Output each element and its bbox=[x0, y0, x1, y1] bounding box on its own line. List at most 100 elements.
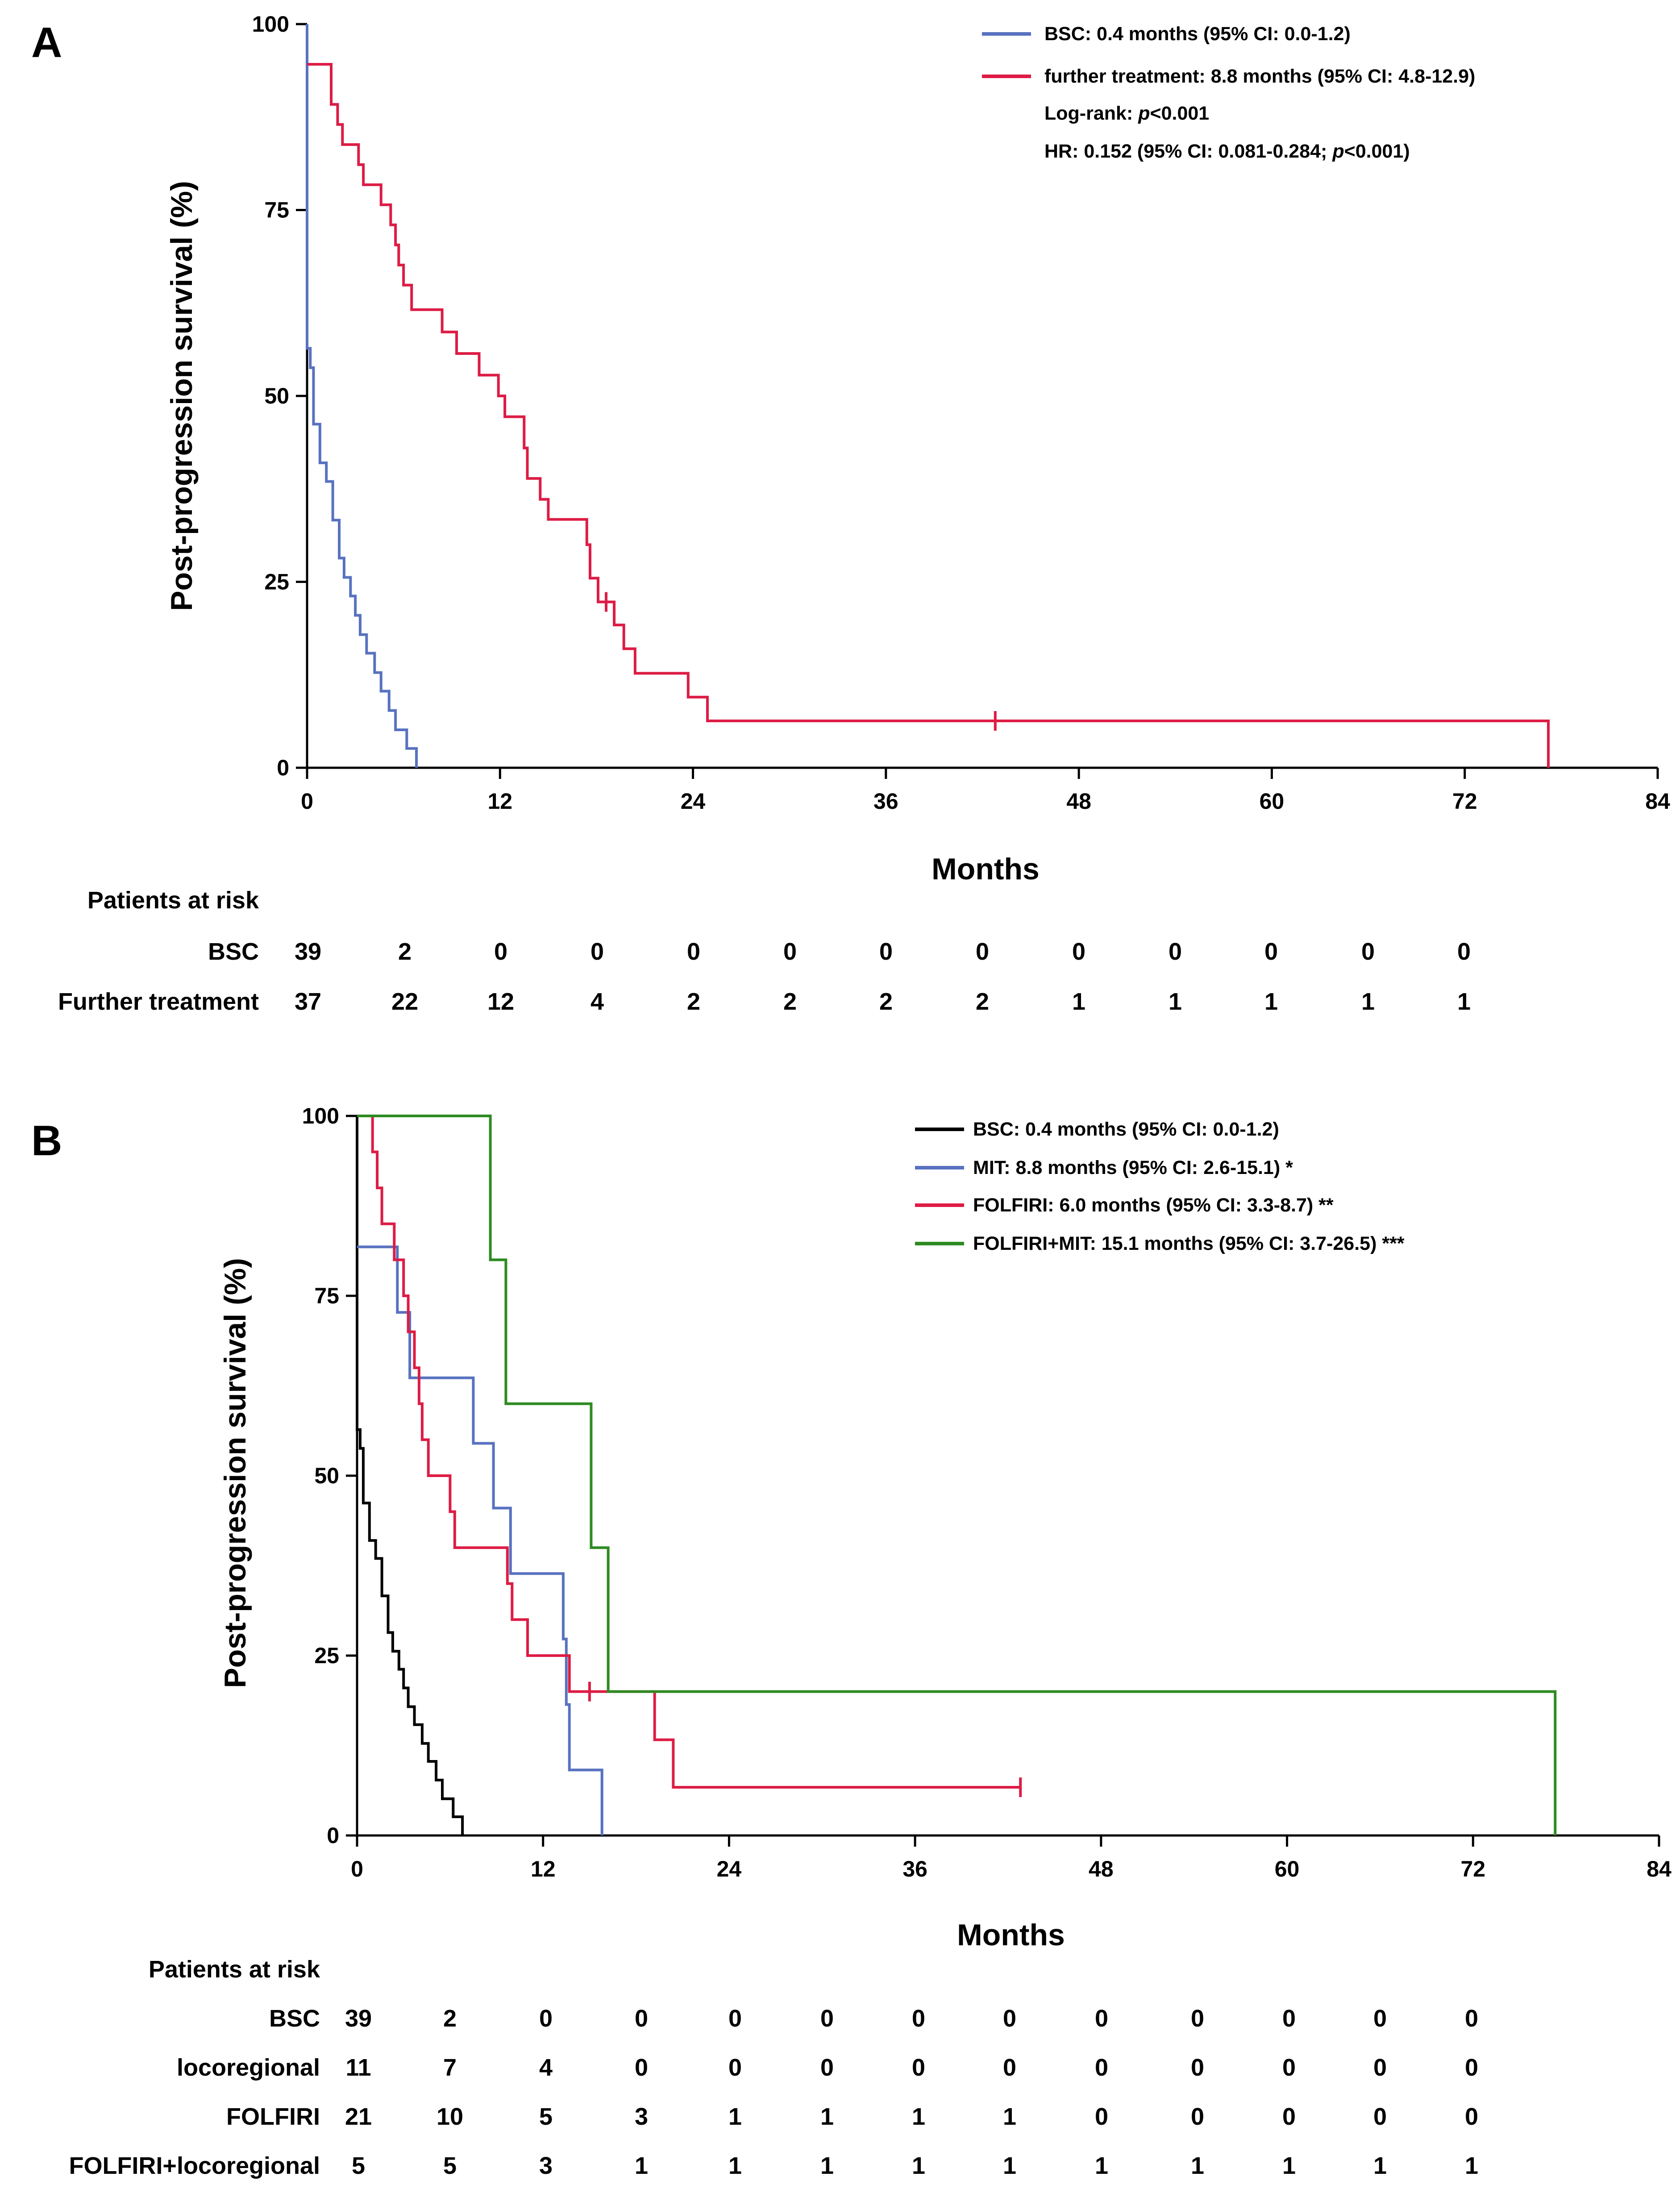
y-tick-label: 0 bbox=[327, 1823, 339, 1848]
risk-count: 4 bbox=[539, 2054, 553, 2081]
risk-count: 2 bbox=[443, 2005, 457, 2032]
risk-count: 0 bbox=[783, 938, 797, 965]
risk-count: 0 bbox=[1095, 2103, 1108, 2130]
risk-count: 0 bbox=[687, 938, 700, 965]
risk-row-label: FOLFIRI+locoregional bbox=[69, 2152, 320, 2179]
legend-entry: HR: 0.152 (95% CI: 0.081-0.284; p<0.001) bbox=[1044, 141, 1410, 162]
risk-count: 0 bbox=[635, 2005, 648, 2032]
risk-count: 1 bbox=[1373, 2152, 1387, 2179]
km-curve-bsc bbox=[356, 1116, 464, 1835]
x-tick-label: 48 bbox=[1089, 1856, 1114, 1881]
risk-count: 0 bbox=[539, 2005, 553, 2032]
risk-table-title: Patients at risk bbox=[87, 887, 259, 914]
panel-label: B bbox=[31, 1117, 62, 1165]
km-curve-mit bbox=[357, 1245, 603, 1835]
risk-count: 5 bbox=[352, 2152, 365, 2179]
risk-count: 1 bbox=[1003, 2152, 1016, 2179]
risk-count: 1 bbox=[1465, 2152, 1478, 2179]
risk-count: 1 bbox=[635, 2152, 648, 2179]
risk-count: 1 bbox=[1191, 2152, 1204, 2179]
legend-entry: BSC: 0.4 months (95% CI: 0.0-1.2) bbox=[973, 1119, 1279, 1140]
risk-count: 2 bbox=[398, 938, 412, 965]
risk-count: 0 bbox=[1282, 2103, 1296, 2130]
risk-count: 1 bbox=[912, 2152, 925, 2179]
risk-count: 1 bbox=[820, 2103, 834, 2130]
x-tick-label: 36 bbox=[873, 789, 898, 814]
legend-entry: MIT: 8.8 months (95% CI: 2.6-15.1) * bbox=[973, 1157, 1293, 1178]
risk-count: 0 bbox=[1003, 2054, 1016, 2081]
panel-label: A bbox=[31, 19, 62, 67]
risk-count: 0 bbox=[635, 2054, 648, 2081]
risk-count: 0 bbox=[1282, 2005, 1296, 2032]
x-tick-label: 12 bbox=[487, 789, 512, 814]
risk-count: 7 bbox=[443, 2054, 457, 2081]
y-tick-label: 100 bbox=[252, 12, 289, 37]
risk-count: 0 bbox=[1465, 2005, 1478, 2032]
risk-count: 1 bbox=[728, 2103, 742, 2130]
risk-count: 11 bbox=[345, 2054, 371, 2081]
risk-count: 0 bbox=[1373, 2103, 1387, 2130]
legend-entry-part: p bbox=[1332, 141, 1344, 162]
risk-count: 1 bbox=[1282, 2152, 1296, 2179]
y-tick-label: 50 bbox=[314, 1463, 339, 1488]
risk-count: 2 bbox=[687, 988, 700, 1015]
x-tick-label: 84 bbox=[1647, 1856, 1672, 1881]
risk-count: 0 bbox=[879, 938, 893, 965]
y-tick-label: 100 bbox=[302, 1103, 339, 1128]
risk-count: 0 bbox=[728, 2005, 742, 2032]
risk-count: 22 bbox=[391, 988, 418, 1015]
risk-count: 1 bbox=[820, 2152, 834, 2179]
risk-count: 37 bbox=[295, 988, 321, 1015]
y-tick-label: 75 bbox=[264, 198, 289, 223]
legend-entry-part: HR: 0.152 (95% CI: 0.081-0.284; bbox=[1044, 141, 1332, 162]
y-axis-title: Post-progression survival (%) bbox=[165, 181, 199, 611]
risk-count: 1 bbox=[1361, 988, 1375, 1015]
risk-row-label: Further treatment bbox=[58, 988, 259, 1015]
x-tick-label: 36 bbox=[902, 1856, 927, 1881]
legend-entry-part: <0.001) bbox=[1344, 141, 1410, 162]
risk-count: 0 bbox=[1072, 938, 1085, 965]
x-tick-label: 48 bbox=[1066, 789, 1091, 814]
risk-count: 0 bbox=[1191, 2054, 1204, 2081]
risk-count: 0 bbox=[1169, 938, 1182, 965]
risk-count: 1 bbox=[1264, 988, 1278, 1015]
x-tick-label: 60 bbox=[1275, 1856, 1300, 1881]
legend-entry: FOLFIRI+MIT: 15.1 months (95% CI: 3.7-26… bbox=[973, 1233, 1405, 1254]
y-tick-label: 0 bbox=[277, 755, 289, 780]
y-axis-title: Post-progression survival (%) bbox=[218, 1258, 252, 1688]
risk-count: 3 bbox=[539, 2152, 553, 2179]
x-tick-label: 0 bbox=[301, 789, 313, 814]
risk-count: 1 bbox=[728, 2152, 742, 2179]
risk-count: 2 bbox=[976, 988, 989, 1015]
x-axis-title: Months bbox=[931, 852, 1040, 886]
risk-count: 5 bbox=[539, 2103, 553, 2130]
risk-count: 12 bbox=[487, 988, 514, 1015]
risk-count: 10 bbox=[437, 2103, 463, 2130]
risk-count: 0 bbox=[1373, 2005, 1387, 2032]
risk-count: 1 bbox=[1072, 988, 1085, 1015]
legend-entry-part: <0.001 bbox=[1150, 103, 1210, 124]
x-tick-label: 84 bbox=[1645, 789, 1670, 814]
risk-row-label: BSC bbox=[269, 2005, 320, 2032]
risk-count: 0 bbox=[1282, 2054, 1296, 2081]
risk-count: 39 bbox=[345, 2005, 372, 2032]
risk-count: 0 bbox=[976, 938, 989, 965]
risk-count: 1 bbox=[1457, 988, 1471, 1015]
risk-count: 0 bbox=[1191, 2103, 1204, 2130]
legend-entry-part: p bbox=[1138, 103, 1150, 124]
risk-count: 2 bbox=[879, 988, 893, 1015]
x-axis-title: Months bbox=[957, 1918, 1065, 1952]
risk-count: 2 bbox=[783, 988, 797, 1015]
risk-count: 0 bbox=[1095, 2054, 1108, 2081]
x-tick-label: 24 bbox=[681, 789, 706, 814]
x-tick-label: 0 bbox=[351, 1856, 363, 1881]
risk-count: 0 bbox=[494, 938, 507, 965]
risk-count: 0 bbox=[912, 2005, 925, 2032]
risk-count: 0 bbox=[820, 2054, 834, 2081]
legend-entry: further treatment: 8.8 months (95% CI: 4… bbox=[1044, 66, 1475, 87]
x-tick-label: 24 bbox=[717, 1856, 742, 1881]
risk-count: 0 bbox=[1373, 2054, 1387, 2081]
risk-count: 3 bbox=[635, 2103, 648, 2130]
risk-count: 0 bbox=[1095, 2005, 1108, 2032]
